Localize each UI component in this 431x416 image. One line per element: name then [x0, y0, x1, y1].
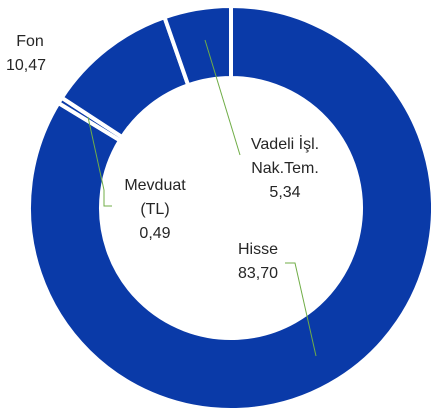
category-label: Hisse	[237, 241, 278, 258]
leader-line	[285, 262, 317, 357]
value-label: 10,47	[5, 57, 47, 74]
category-label: Mevduat (TL)	[124, 177, 186, 218]
value-label: 5,34	[269, 184, 301, 201]
donut-segment	[161, 3, 233, 88]
value-label: 0,49	[139, 225, 171, 242]
value-label: 83,70	[237, 265, 279, 282]
category-label: Vadeli İşl. Nak.Tem.	[250, 136, 320, 177]
leader-lines	[87, 39, 317, 357]
leader-line	[204, 39, 241, 156]
donut-segment	[27, 3, 431, 412]
leader-line	[87, 116, 112, 207]
category-label: Fon	[16, 33, 44, 50]
